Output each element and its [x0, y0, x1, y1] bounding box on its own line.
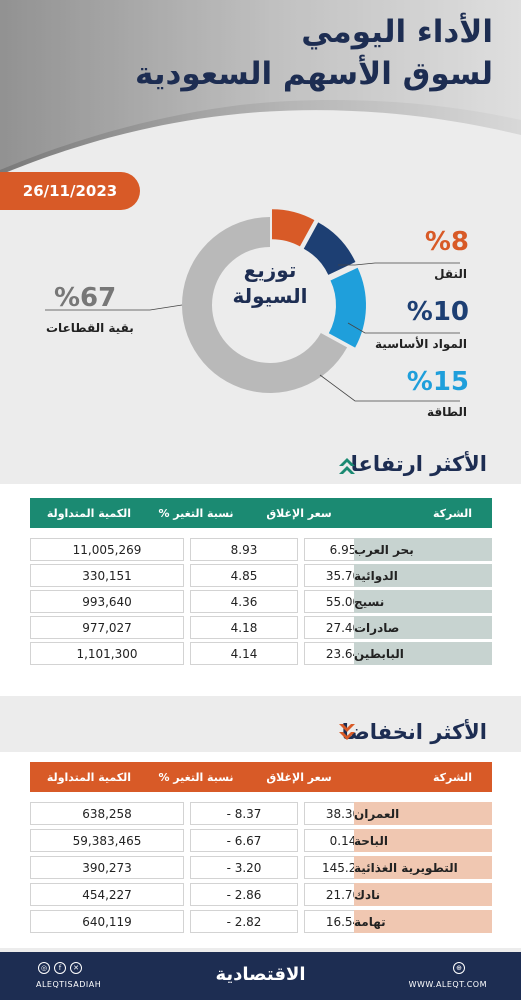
gainers-header-band: الأكثر ارتفاعا [0, 440, 521, 488]
change-cell: - 2.82 [190, 910, 298, 933]
leader-line-energy [319, 374, 460, 402]
company-cell: الباحة [354, 829, 492, 852]
double-chevron-up-icon [339, 458, 355, 474]
change-cell: 4.14 [190, 642, 298, 665]
website-link[interactable]: WWW.ALEQT.COM [408, 980, 487, 989]
gainers-table-header: الشركة سعر الإغلاق نسبة التغير % الكمية … [30, 498, 492, 528]
company-cell: الدوائية [354, 564, 492, 587]
table-row: 454,227- 2.86 21.70 نادك [30, 883, 492, 906]
volume-cell: 638,258 [30, 802, 184, 825]
slice-label-energy: الطاقة [427, 405, 467, 419]
slice-materials [303, 222, 356, 275]
table-row: 390,273- 3.20 145.20 التطويرية الغذائية [30, 856, 492, 879]
losers-panel: الشركة سعر الإغلاق نسبة التغير % الكمية … [0, 752, 521, 948]
change-cell: - 6.67 [190, 829, 298, 852]
change-cell: 4.18 [190, 616, 298, 639]
table-row: 640,119- 2.82 16.54 تهامة [30, 910, 492, 933]
footer: الاقتصادية ◎ f ✕ ALEQTISADIAH ⊕ WWW.ALEQ… [0, 952, 521, 1000]
company-cell: التطويرية الغذائية [354, 856, 492, 879]
date-badge: 26/11/2023 [0, 172, 140, 210]
change-cell: - 8.37 [190, 802, 298, 825]
donut-center-label: توزيع السيولة [215, 257, 325, 309]
gainers-title: الأكثر ارتفاعا [350, 452, 487, 476]
table-row: 59,383,465- 6.67 0.14 الباحة [30, 829, 492, 852]
leader-line-materials [347, 322, 460, 334]
volume-cell: 11,005,269 [30, 538, 184, 561]
table-row: 977,027 4.18 27.40 صادرات [30, 616, 492, 639]
slice-transport [271, 209, 315, 247]
losers-table-header: الشركة سعر الإغلاق نسبة التغير % الكمية … [30, 762, 492, 792]
volume-cell: 59,383,465 [30, 829, 184, 852]
slice-label-others: بقية القطاعات [46, 321, 134, 335]
company-cell: البابطين [354, 642, 492, 665]
gainers-panel: الشركة سعر الإغلاق نسبة التغير % الكمية … [0, 484, 521, 696]
facebook-icon[interactable]: f [54, 962, 66, 974]
donut-center-line-1: توزيع [243, 258, 297, 282]
slice-pct-materials: %10 [406, 297, 469, 327]
table-row: 638,258- 8.37 38.30 العمران [30, 802, 492, 825]
change-cell: 4.85 [190, 564, 298, 587]
double-chevron-down-icon [339, 724, 355, 740]
leader-line-transport [338, 262, 460, 266]
company-cell: صادرات [354, 616, 492, 639]
table-row: 11,005,269 8.93 6.95 بحر العرب [30, 538, 492, 561]
col-close: سعر الإغلاق [266, 506, 332, 520]
losers-title: الأكثر انخفاضا [341, 720, 487, 744]
leader-line-others [45, 304, 183, 311]
liquidity-donut-chart: توزيع السيولة %8 النقل %10 المواد الأساس… [0, 205, 521, 430]
table-row: 1,101,300 4.14 23.64 البابطين [30, 642, 492, 665]
volume-cell: 993,640 [30, 590, 184, 613]
company-cell: نادك [354, 883, 492, 906]
table-row: 330,151 4.85 35.70 الدوائية [30, 564, 492, 587]
instagram-icon[interactable]: ◎ [38, 962, 50, 974]
donut-svg [45, 209, 460, 402]
slice-pct-energy: %15 [406, 367, 469, 397]
losers-header-band: الأكثر انخفاضا [0, 708, 521, 756]
title-line-2: لسوق الأسهم السعودية [135, 56, 493, 92]
change-cell: 4.36 [190, 590, 298, 613]
social-handle[interactable]: ALEQTISADIAH [36, 980, 102, 989]
col-change: نسبة التغير % [158, 506, 234, 520]
company-cell: العمران [354, 802, 492, 825]
col-volume: الكمية المتداولة [46, 770, 132, 784]
col-company: الشركة [432, 506, 472, 520]
brand-logo: الاقتصادية [215, 964, 306, 985]
globe-icon: ⊕ [453, 962, 465, 974]
slice-pct-transport: %8 [424, 227, 469, 257]
col-change: نسبة التغير % [158, 770, 234, 784]
volume-cell: 640,119 [30, 910, 184, 933]
company-cell: تهامة [354, 910, 492, 933]
volume-cell: 977,027 [30, 616, 184, 639]
change-cell: 8.93 [190, 538, 298, 561]
header: الأداء اليومي لسوق الأسهم السعودية 26/11… [0, 0, 521, 215]
slice-label-transport: النقل [434, 267, 467, 281]
title-line-1: الأداء اليومي [301, 14, 493, 50]
date-text: 26/11/2023 [22, 182, 118, 200]
company-cell: بحر العرب [354, 538, 492, 561]
slice-label-materials: المواد الأساسية [375, 337, 467, 351]
slice-pct-others: %67 [54, 283, 117, 313]
table-row: 993,640 4.36 55.00 نسيج [30, 590, 492, 613]
volume-cell: 454,227 [30, 883, 184, 906]
donut-center-line-2: السيولة [232, 284, 308, 308]
change-cell: - 2.86 [190, 883, 298, 906]
slice-energy [328, 267, 366, 348]
volume-cell: 390,273 [30, 856, 184, 879]
slice-others [182, 217, 348, 393]
change-cell: - 3.20 [190, 856, 298, 879]
x-icon[interactable]: ✕ [70, 962, 82, 974]
volume-cell: 330,151 [30, 564, 184, 587]
company-cell: نسيج [354, 590, 492, 613]
col-close: سعر الإغلاق [266, 770, 332, 784]
col-volume: الكمية المتداولة [46, 506, 132, 520]
col-company: الشركة [432, 770, 472, 784]
volume-cell: 1,101,300 [30, 642, 184, 665]
